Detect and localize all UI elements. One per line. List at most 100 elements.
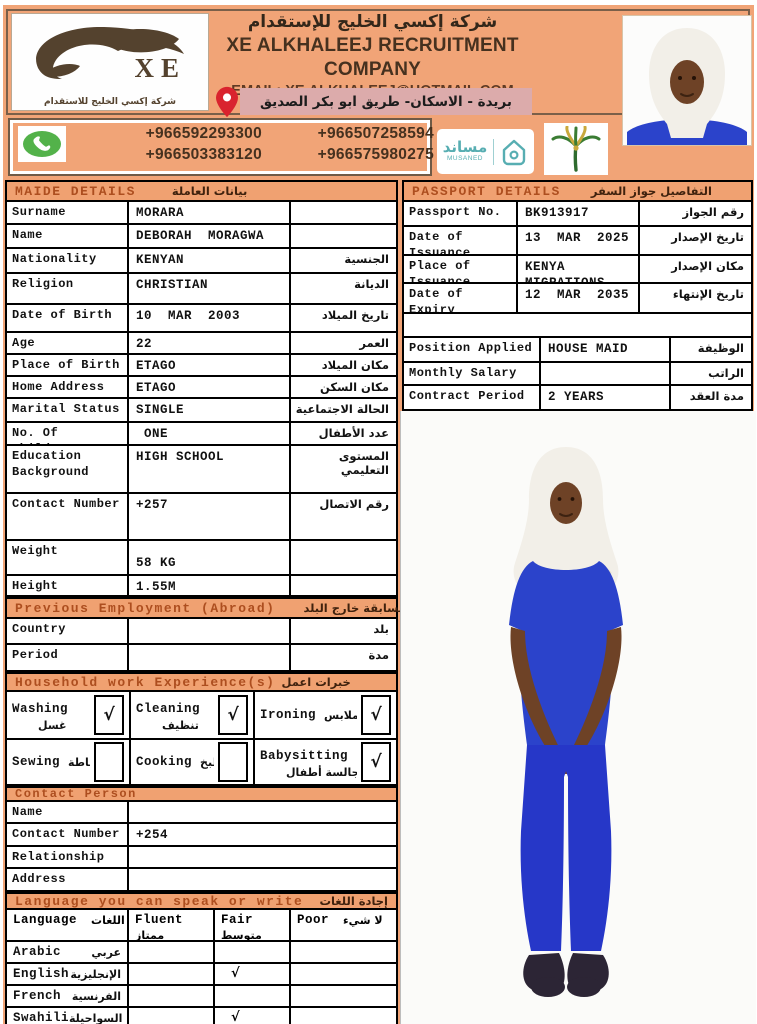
row-label: Country (7, 619, 127, 643)
row-label-arabic: الوظيفة (671, 338, 751, 361)
row-label: Passport No. (404, 202, 516, 225)
fair-mark (215, 986, 289, 1006)
language-row-swahili: Swahili السواحيلة (7, 1008, 127, 1024)
xe-logo-text: XE (134, 53, 186, 83)
section-passport-details-header: PASSPORT DETAILS التفاصيل جواز السفر (402, 180, 753, 202)
experience-label-arabic: تنظيف (162, 718, 199, 732)
fluent-mark (129, 1008, 213, 1024)
phone-number: +966503383120 (145, 146, 262, 163)
experience-ironing: Ironing كي الملابس √ (255, 692, 396, 738)
row-label-arabic: الراتب (671, 363, 751, 384)
experience-label-arabic: مجالسة أطفال (286, 765, 357, 779)
column-label: Poor (297, 913, 330, 927)
row-value: 13 MAR 2025 (518, 227, 638, 254)
check-mark: √ (227, 705, 239, 725)
row-label: Marital Status (7, 399, 127, 421)
row-label-arabic (291, 576, 396, 595)
poor-mark (291, 986, 396, 1006)
divider (493, 138, 495, 165)
column-label: Fluent (135, 913, 184, 927)
section-title-arabic: خبرات اعمل (281, 675, 351, 689)
row-value: ETAGO (129, 377, 289, 397)
row-label: Education Background (7, 446, 127, 492)
musaned-logo: مساند MUSANED (437, 129, 534, 174)
language-row-english: English الإنجليزية (7, 964, 127, 984)
row-label-arabic (291, 202, 396, 223)
row-label: Surname (7, 202, 127, 223)
address-bar: بريدة - الاسكان- طريق ابو بكر الصديق (240, 88, 532, 115)
language-name: English (13, 967, 70, 981)
fluent-mark (129, 964, 213, 984)
poor-mark (291, 964, 396, 984)
xe-company-logo: XE شركة إكسي الخليج للاستقدام (11, 13, 209, 111)
row-label-arabic: مكان السكن (291, 377, 396, 397)
row-value (129, 645, 289, 670)
poor-mark (291, 942, 396, 962)
row-label: Date of Expiry (404, 284, 516, 312)
row-label: Date of Birth (7, 305, 127, 331)
fluent-mark (129, 986, 213, 1006)
fair-mark: √ (215, 1008, 289, 1024)
section-title-arabic: التفاصيل جواز السفر (590, 184, 712, 198)
row-value: BK913917 (518, 202, 638, 225)
fair-mark: √ (215, 964, 289, 984)
contact-person-table: Name Contact Number +254 Relationship Add… (5, 800, 398, 892)
row-value: MORARA (129, 202, 289, 223)
row-label: Height (7, 576, 127, 595)
row-value (129, 619, 289, 643)
experience-label: Babysitting (260, 748, 349, 763)
row-value (129, 847, 396, 867)
languages-table: Language اللغات Fluent ممتاز Fair متوسط Poo… (5, 908, 398, 1024)
checkbox-ironing: √ (361, 695, 391, 735)
row-label: Name (7, 802, 127, 822)
column-label-arabic: اللغات (91, 914, 125, 927)
location-pin-icon (215, 86, 239, 123)
section-maide-details-header: MAIDE DETAILS بيانات العاملة (5, 180, 398, 202)
language-row-arabic: Arabic عربي (7, 942, 127, 962)
row-value: ETAGO (129, 355, 289, 375)
row-value: KENYAN (129, 249, 289, 272)
row-label-arabic: الديانة (291, 274, 396, 303)
row-label-arabic: بلد (291, 619, 396, 643)
musaned-label-english: MUSANED (446, 155, 483, 163)
experience-label-arabic: خياطة (68, 755, 90, 769)
row-value: SINGLE (129, 399, 289, 421)
checkbox-sewing (94, 742, 124, 782)
globe-swoosh-icon (36, 26, 184, 79)
column-header-fair: Fair متوسط (215, 910, 289, 940)
checkbox-babysitting: √ (361, 742, 391, 782)
row-label: Nationality (7, 249, 127, 272)
passport-details-table: Passport No. BK913917 رقم الجواز Date of I… (402, 200, 753, 314)
experience-label: Cooking (136, 755, 193, 769)
row-value (129, 869, 396, 890)
company-name-english: XE ALKHALEEJ RECRUITMENT COMPANY (226, 34, 519, 80)
section-title: Household work Experience(s) (15, 674, 276, 690)
column-label-arabic: لا شيء (343, 914, 383, 927)
checkbox-washing: √ (94, 695, 124, 735)
column-header-language: Language اللغات (7, 910, 127, 940)
experience-label-arabic: غسل (38, 718, 67, 732)
row-label: No. Of Children (7, 423, 127, 444)
row-value: 2 YEARS (541, 386, 669, 409)
row-label: Age (7, 333, 127, 353)
xe-logo-caption: شركة إكسي الخليج للاستقدام (43, 97, 176, 107)
row-label-arabic: مدة (291, 645, 396, 670)
row-label: Contact Number (7, 824, 127, 845)
row-label: Place of Birth (7, 355, 127, 375)
row-value: HOUSE MAID (541, 338, 669, 361)
section-title: Language you can speak or write (15, 893, 304, 909)
row-label-arabic: تاريخ الإصدار (640, 227, 751, 254)
row-label-arabic: العمر (291, 333, 396, 353)
row-label: Contract Period (404, 386, 539, 409)
row-label-arabic: تاريخ الميلاد (291, 305, 396, 331)
row-label: Address (7, 869, 127, 890)
row-value: 10 MAR 2003 (129, 305, 289, 331)
experience-label: Ironing (260, 708, 317, 722)
row-value: 58 KG (129, 541, 289, 574)
row-label: Position Applied (404, 338, 539, 361)
language-name-arabic: السواحيلة (69, 1011, 123, 1024)
row-label: Date of Issuance (404, 227, 516, 254)
section-household-experience-header: Household work Experience(s) خبرات اعمل (5, 672, 398, 692)
section-title-arabic: إجادة اللغات (319, 894, 388, 908)
